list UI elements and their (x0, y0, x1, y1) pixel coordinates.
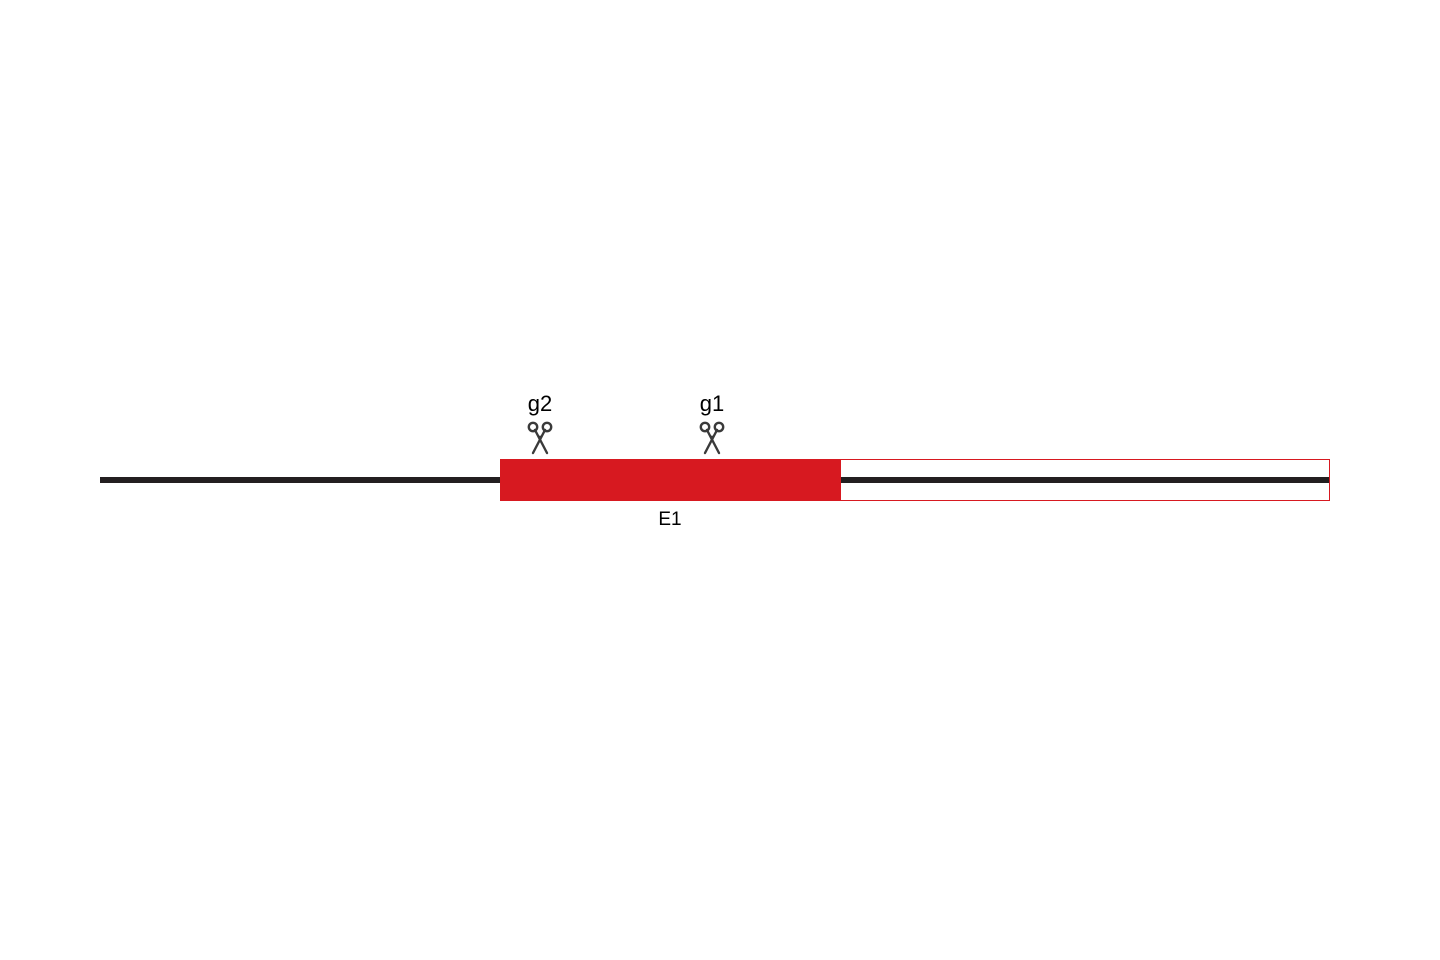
cut-site-label-g1: g1 (700, 391, 724, 417)
exon-E1-filled (500, 459, 840, 501)
scissors-icon (526, 421, 554, 455)
exon-label-E1-filled: E1 (658, 509, 681, 531)
genomic-track-through-open-exon (841, 477, 1329, 483)
gene-diagram: E1 g2 g1 (0, 0, 1440, 960)
cut-site-label-g2: g2 (528, 391, 552, 417)
scissors-icon (698, 421, 726, 455)
